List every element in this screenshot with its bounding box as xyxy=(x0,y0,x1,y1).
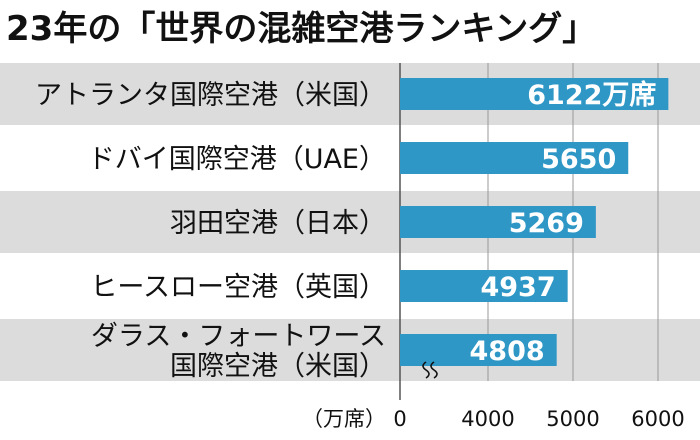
axis-break-mark xyxy=(422,361,438,379)
chart-title: 23年の「世界の混雑空港ランキング」 xyxy=(6,9,596,49)
category-label: 国際空港（米国） xyxy=(170,351,386,382)
tick-label: 4000 xyxy=(461,407,514,431)
row-band xyxy=(0,319,700,381)
tick-label: 6000 xyxy=(631,407,684,431)
bar xyxy=(400,334,557,366)
category-label: ヒースロー空港（英国） xyxy=(90,272,386,303)
data-label: 4937 xyxy=(480,272,555,303)
bar xyxy=(400,206,596,238)
data-label: 5269 xyxy=(509,208,584,239)
bar xyxy=(400,142,629,174)
bar xyxy=(400,270,568,302)
x-axis-unit-label: （万席） xyxy=(302,407,386,431)
category-label: アトランタ国際空港（米国） xyxy=(35,80,386,111)
category-label: ドバイ国際空港（UAE） xyxy=(88,144,386,175)
category-label: ダラス・フォートワース xyxy=(91,321,386,352)
category-label: 羽田空港（日本） xyxy=(170,208,386,239)
tick-label: 0 xyxy=(393,407,406,431)
data-label: 4808 xyxy=(470,336,545,367)
bar xyxy=(400,78,669,110)
data-label: 5650 xyxy=(541,144,616,175)
data-label: 6122万席 xyxy=(527,79,656,111)
tick-label: 5000 xyxy=(546,407,599,431)
